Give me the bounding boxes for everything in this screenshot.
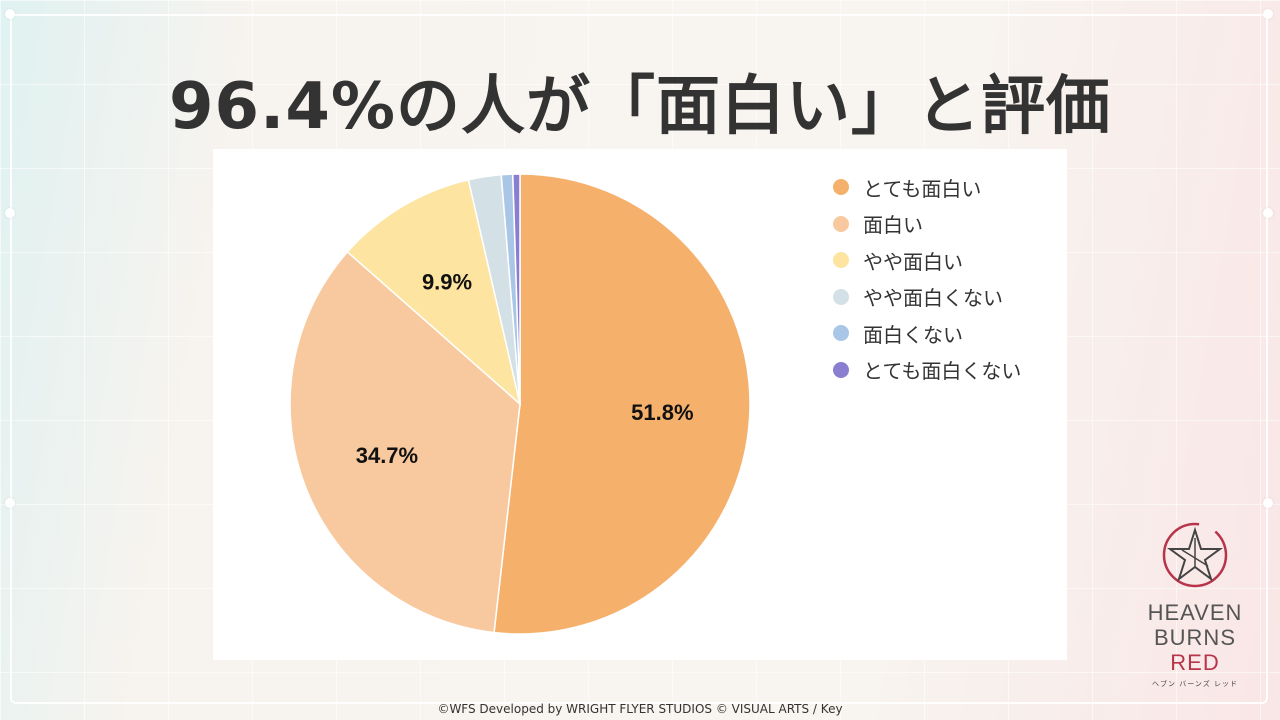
- slice-percent-label: 51.8%: [631, 400, 693, 425]
- frame-dot: [5, 208, 15, 218]
- pie-slice: [346, 178, 522, 407]
- logo-kana: ヘブン バーンズ レッド: [1152, 680, 1238, 688]
- legend-label: やや面白くない: [863, 286, 1003, 311]
- legend-item: とても面白い: [833, 169, 1021, 206]
- slice-percent-label: 9.9%: [422, 269, 472, 294]
- legend-label: とても面白い: [863, 176, 982, 201]
- frame-dot: [1263, 498, 1273, 508]
- frame-dot: [1263, 208, 1273, 218]
- legend-label: 面白い: [863, 213, 923, 238]
- legend-item: やや面白い: [833, 242, 1021, 279]
- legend-item: 面白くない: [833, 315, 1021, 352]
- frame-dot: [5, 9, 15, 19]
- logo-line-3: RED: [1170, 650, 1220, 675]
- game-logo: HEAVEN BURNS RED ヘブン バーンズ レッド: [1140, 520, 1250, 700]
- star-emblem-icon: [1162, 522, 1228, 588]
- legend-item: 面白い: [833, 206, 1021, 243]
- page-title: 96.4%の人が「面白い」と評価: [168, 70, 1112, 144]
- decorative-frame: [10, 14, 1268, 704]
- legend-item: とても面白くない: [833, 352, 1021, 389]
- logo-wordmark: HEAVEN BURNS RED: [1140, 600, 1250, 675]
- legend-swatch: [833, 361, 849, 378]
- copyright-notice: ©WFS Developed by WRIGHT FLYER STUDIOS ©…: [437, 702, 843, 716]
- frame-dot: [5, 498, 15, 508]
- pie-slice: [289, 250, 521, 634]
- legend-swatch: [833, 179, 849, 196]
- legend-label: 面白くない: [863, 322, 963, 347]
- legend-label: とても面白くない: [863, 359, 1022, 384]
- pie-slice: [512, 173, 521, 405]
- chart-panel: 51.8% 34.7% 9.9% とても面白い 面白いやや面白いやや面白くない 面白くな…: [213, 149, 1067, 660]
- legend-item: やや面白くない: [833, 279, 1021, 316]
- legend-label: やや面白い: [863, 249, 963, 274]
- slice-percent-label: 34.7%: [356, 443, 418, 468]
- legend-swatch: [833, 288, 849, 305]
- legend-swatch: [833, 325, 849, 342]
- logo-line-2: BURNS: [1153, 625, 1236, 650]
- pie-slice: [493, 173, 751, 635]
- legend-swatch: [833, 215, 849, 232]
- pie-chart: 51.8% 34.7% 9.9%: [289, 173, 751, 635]
- legend-swatch: [833, 252, 849, 269]
- frame-dot: [1263, 9, 1273, 19]
- logo-line-1: HEAVEN: [1147, 600, 1243, 625]
- chart-legend: とても面白い 面白いやや面白いやや面白くない 面白くないとても面白くない: [833, 169, 1021, 388]
